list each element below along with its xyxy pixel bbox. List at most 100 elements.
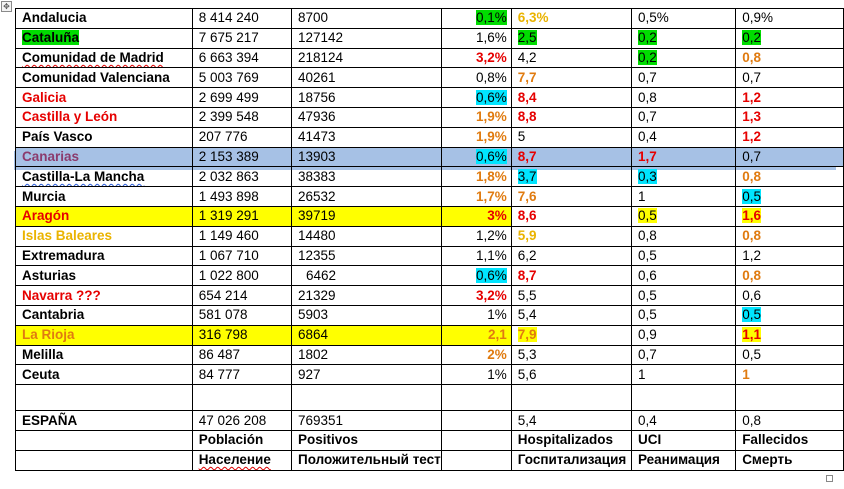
table-row: Melilla 86 487 1802 2% 5,3 0,7 0,5 xyxy=(15,344,844,366)
header-positives: Positivos xyxy=(291,429,442,451)
positives-cell: 40261 xyxy=(291,67,442,89)
region-cell: Cataluña xyxy=(15,27,193,49)
hospitalized-cell: 5,3 xyxy=(510,344,632,366)
icu-cell: 0,5% xyxy=(630,8,737,29)
positive-rate-cell: 1,9% xyxy=(440,106,512,128)
population-cell: 207 776 xyxy=(191,126,293,148)
population-cell: 316 798 xyxy=(191,324,293,346)
hospitalized-cell: 7,7 xyxy=(510,67,632,89)
hospitalized-cell: 5,9 xyxy=(510,225,632,247)
deaths-cell: 0,9% xyxy=(735,8,844,29)
population-cell: 1 022 800 xyxy=(191,265,293,287)
icu-cell: 0,7 xyxy=(630,67,737,89)
positives-cell: 12355 xyxy=(291,245,442,267)
deaths-cell: 0,8 xyxy=(735,225,844,247)
positive-rate-cell xyxy=(440,410,512,431)
empty-cell xyxy=(440,384,512,412)
positives-cell: 21329 xyxy=(291,285,442,306)
population-cell: 5 003 769 xyxy=(191,67,293,89)
positives-cell: 127142 xyxy=(291,27,442,49)
positives-cell: 38383 xyxy=(291,166,442,188)
positive-rate-cell: 1,8% xyxy=(440,166,512,188)
empty-cell xyxy=(440,449,512,471)
positives-cell: 39719 xyxy=(291,205,442,227)
icu-cell: 0,6 xyxy=(630,265,737,287)
deaths-cell: 0,8 xyxy=(735,47,844,69)
table-row: Andalucia 8 414 240 8700 0,1% 6,3% 0,5% … xyxy=(15,8,844,29)
empty-cell xyxy=(15,449,193,471)
positive-rate-cell: 1% xyxy=(440,304,512,326)
positives-cell: 26532 xyxy=(291,186,442,207)
positive-rate-cell: 0,6% xyxy=(440,87,512,108)
positives-cell: 13903 xyxy=(291,146,442,168)
empty-cell xyxy=(440,429,512,451)
population-cell: 6 663 394 xyxy=(191,47,293,69)
population-cell: 84 777 xyxy=(191,364,293,386)
table-row: Galicia 2 699 499 18756 0,6% 8,4 0,8 1,2 xyxy=(15,87,844,108)
deaths-cell: 1,2 xyxy=(735,126,844,148)
empty-cell xyxy=(15,384,193,412)
deaths-cell: 1,2 xyxy=(735,245,844,267)
positive-rate-cell: 2% xyxy=(440,344,512,366)
deaths-cell: 0,5 xyxy=(735,344,844,366)
positive-rate-cell: 1,1% xyxy=(440,245,512,267)
table-row: Navarra ??? 654 214 21329 3,2% 5,5 0,5 0… xyxy=(15,285,844,306)
positive-rate-cell: 2,1 xyxy=(440,324,512,346)
population-cell: 86 487 xyxy=(191,344,293,366)
header-population: Población xyxy=(191,429,293,451)
positives-cell: 18756 xyxy=(291,87,442,108)
positive-rate-cell: 3,2% xyxy=(440,285,512,306)
icu-cell: 0,8 xyxy=(630,87,737,108)
icu-cell: 0,4 xyxy=(630,410,737,431)
positive-rate-cell: 1,9% xyxy=(440,126,512,148)
region-cell: Islas Baleares xyxy=(15,225,193,247)
deaths-cell: 0,8 xyxy=(735,265,844,287)
table-row-selected: Canarias 2 153 389 13903 0,6% 8,7 1,7 0,… xyxy=(15,146,844,168)
positive-rate-cell: 1,7% xyxy=(440,186,512,207)
hospitalized-cell: 5,4 xyxy=(510,410,632,431)
population-cell: 2 032 863 xyxy=(191,166,293,188)
icu-cell: 0,9 xyxy=(630,324,737,346)
population-cell: 2 699 499 xyxy=(191,87,293,108)
table-row: Cataluña 7 675 217 127142 1,6% 2,5 0,2 0… xyxy=(15,27,844,49)
positives-cell: 8700 xyxy=(291,8,442,29)
empty-cell xyxy=(191,384,293,412)
deaths-cell: 1,6 xyxy=(735,205,844,227)
hospitalized-cell: 6,2 xyxy=(510,245,632,267)
icu-cell: 0,2 xyxy=(630,47,737,69)
population-cell: 1 149 460 xyxy=(191,225,293,247)
positives-cell: 47936 xyxy=(291,106,442,128)
deaths-cell: 0,7 xyxy=(735,146,844,168)
deaths-cell: 1,1 xyxy=(735,324,844,346)
hospitalized-cell: 8,7 xyxy=(510,146,632,168)
header-row-spanish: Población Positivos Hospitalizados UCI F… xyxy=(15,429,844,451)
region-cell: Ceuta xyxy=(15,364,193,386)
table-row: Islas Baleares 1 149 460 14480 1,2% 5,9 … xyxy=(15,225,844,247)
positive-rate-cell: 1,6% xyxy=(440,27,512,49)
table-move-handle-icon[interactable]: ✥ xyxy=(1,1,12,12)
icu-cell: 0,8 xyxy=(630,225,737,247)
empty-cell xyxy=(291,384,442,412)
positive-rate-cell: 0,8% xyxy=(440,67,512,89)
hospitalized-cell: 8,4 xyxy=(510,87,632,108)
table-row: Comunidad Valenciana 5 003 769 40261 0,8… xyxy=(15,67,844,89)
deaths-cell: 0,2 xyxy=(735,27,844,49)
positive-rate-cell: 1% xyxy=(440,364,512,386)
table-resize-handle[interactable] xyxy=(826,475,833,482)
positives-cell: 5903 xyxy=(291,304,442,326)
deaths-cell: 0,5 xyxy=(735,304,844,326)
region-cell: Cantabria xyxy=(15,304,193,326)
hospitalized-cell: 6,3% xyxy=(510,8,632,29)
positives-cell: 41473 xyxy=(291,126,442,148)
icu-cell: 0,2 xyxy=(630,27,737,49)
positives-cell: 769351 xyxy=(291,410,442,431)
region-cell: Castilla-La Mancha xyxy=(15,166,193,188)
hospitalized-cell: 7,6 xyxy=(510,186,632,207)
empty-cell xyxy=(510,384,632,412)
positive-rate-cell: 0,6% xyxy=(440,146,512,168)
positives-cell: 14480 xyxy=(291,225,442,247)
population-cell: 1 493 898 xyxy=(191,186,293,207)
empty-cell xyxy=(15,429,193,451)
positives-cell: 1802 xyxy=(291,344,442,366)
header-deaths-ru: Смерть xyxy=(735,449,844,471)
